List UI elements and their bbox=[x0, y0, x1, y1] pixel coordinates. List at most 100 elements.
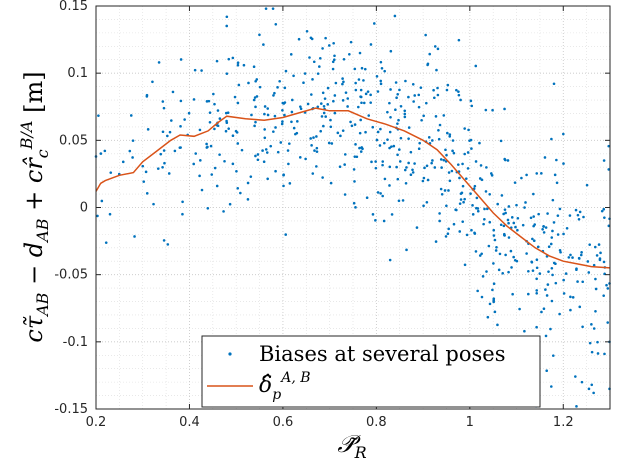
scatter-point bbox=[586, 260, 590, 263]
scatter-point bbox=[439, 158, 443, 161]
scatter-point bbox=[315, 150, 319, 153]
scatter-point bbox=[171, 90, 175, 94]
scatter-point bbox=[417, 105, 421, 109]
scatter-point bbox=[458, 230, 462, 233]
scatter-point bbox=[491, 108, 494, 112]
scatter-point bbox=[516, 228, 519, 232]
scatter-point bbox=[488, 192, 491, 196]
scatter-point bbox=[265, 151, 269, 154]
scatter-point bbox=[496, 323, 499, 327]
scatter-point bbox=[353, 155, 357, 158]
scatter-point bbox=[446, 131, 449, 135]
scatter-point bbox=[292, 74, 295, 78]
scatter-point bbox=[383, 141, 386, 145]
scatter-point bbox=[594, 309, 597, 313]
scatter-point bbox=[354, 206, 357, 209]
scatter-point bbox=[357, 78, 361, 81]
scatter-point bbox=[504, 253, 507, 257]
scatter-point bbox=[542, 231, 546, 234]
scatter-point bbox=[594, 287, 598, 291]
scatter-point bbox=[475, 196, 479, 200]
scatter-point bbox=[465, 233, 469, 237]
scatter-point bbox=[288, 182, 292, 185]
scatter-point bbox=[445, 88, 449, 92]
scatter-point bbox=[581, 280, 585, 284]
scatter-point bbox=[224, 129, 228, 133]
scatter-point bbox=[425, 101, 428, 105]
scatter-point bbox=[458, 176, 461, 180]
x-tick-label: 0.6 bbox=[273, 415, 294, 430]
scatter-point bbox=[403, 109, 407, 113]
scatter-point bbox=[551, 273, 554, 277]
scatter-point bbox=[474, 250, 478, 253]
scatter-point bbox=[226, 111, 230, 115]
scatter-point bbox=[470, 147, 473, 150]
scatter-point bbox=[594, 277, 597, 281]
scatter-point bbox=[200, 188, 204, 192]
scatter-point bbox=[422, 204, 425, 208]
scatter-point bbox=[407, 95, 410, 99]
scatter-point bbox=[405, 166, 408, 169]
scatter-point bbox=[223, 159, 226, 163]
scatter-point bbox=[398, 160, 402, 163]
scatter-point bbox=[562, 232, 565, 236]
scatter-point bbox=[376, 90, 380, 93]
scatter-point bbox=[607, 168, 611, 171]
scatter-point bbox=[168, 130, 172, 134]
scatter-point bbox=[359, 88, 363, 92]
scatter-point bbox=[255, 95, 259, 98]
scatter-point bbox=[208, 111, 212, 114]
y-tick-label: -0.1 bbox=[63, 335, 88, 350]
scatter-point bbox=[478, 177, 482, 180]
scatter-point bbox=[179, 99, 183, 103]
y-tick-label: 0.05 bbox=[59, 133, 88, 148]
scatter-point bbox=[521, 223, 525, 227]
scatter-point bbox=[210, 173, 214, 176]
scatter-point bbox=[246, 198, 250, 201]
scatter-point bbox=[256, 158, 260, 162]
scatter-point bbox=[451, 139, 455, 142]
scatter-point bbox=[529, 216, 533, 220]
scatter-point bbox=[343, 163, 346, 166]
scatter-point bbox=[527, 292, 530, 296]
scatter-point bbox=[303, 72, 307, 75]
scatter-point bbox=[360, 66, 364, 70]
scatter-point bbox=[329, 181, 333, 185]
scatter-point bbox=[603, 352, 606, 356]
scatter-point bbox=[358, 146, 361, 150]
scatter-point bbox=[587, 387, 591, 391]
scatter-point bbox=[556, 214, 560, 217]
line-series bbox=[95, 107, 611, 269]
scatter-point bbox=[329, 125, 333, 129]
scatter-point bbox=[486, 315, 490, 319]
scatter-point bbox=[578, 210, 582, 214]
scatter-point bbox=[144, 170, 148, 174]
svg-text:𝒫̃R: 𝒫̃R bbox=[337, 430, 366, 462]
scatter-point bbox=[358, 131, 362, 135]
scatter-point bbox=[518, 307, 521, 311]
scatter-point bbox=[393, 14, 397, 18]
scatter-point bbox=[595, 254, 599, 257]
scatter-point bbox=[558, 312, 561, 316]
scatter-point bbox=[206, 145, 209, 149]
scatter-point bbox=[540, 172, 543, 175]
scatter-point bbox=[324, 36, 327, 40]
scatter-point bbox=[606, 287, 610, 290]
scatter-point bbox=[282, 173, 285, 177]
scatter-point bbox=[473, 231, 476, 235]
scatter-point bbox=[388, 130, 392, 134]
scatter-point bbox=[213, 127, 216, 131]
scatter-point bbox=[240, 148, 244, 152]
scatter-point bbox=[359, 150, 363, 153]
scatter-point bbox=[233, 95, 237, 99]
scatter-point bbox=[551, 198, 555, 202]
scatter-point bbox=[571, 256, 574, 259]
scatter-point bbox=[379, 79, 383, 83]
scatter-point bbox=[321, 91, 325, 95]
scatter-point bbox=[550, 299, 554, 303]
scatter-point bbox=[350, 124, 354, 128]
scatter-point bbox=[263, 136, 267, 140]
scatter-point bbox=[558, 248, 562, 252]
scatter-point bbox=[413, 94, 417, 97]
svg-text:cτ̃AB − dAB + cr̂cB/A [m]: cτ̃AB − dAB + cr̂cB/A [m] bbox=[17, 71, 52, 342]
